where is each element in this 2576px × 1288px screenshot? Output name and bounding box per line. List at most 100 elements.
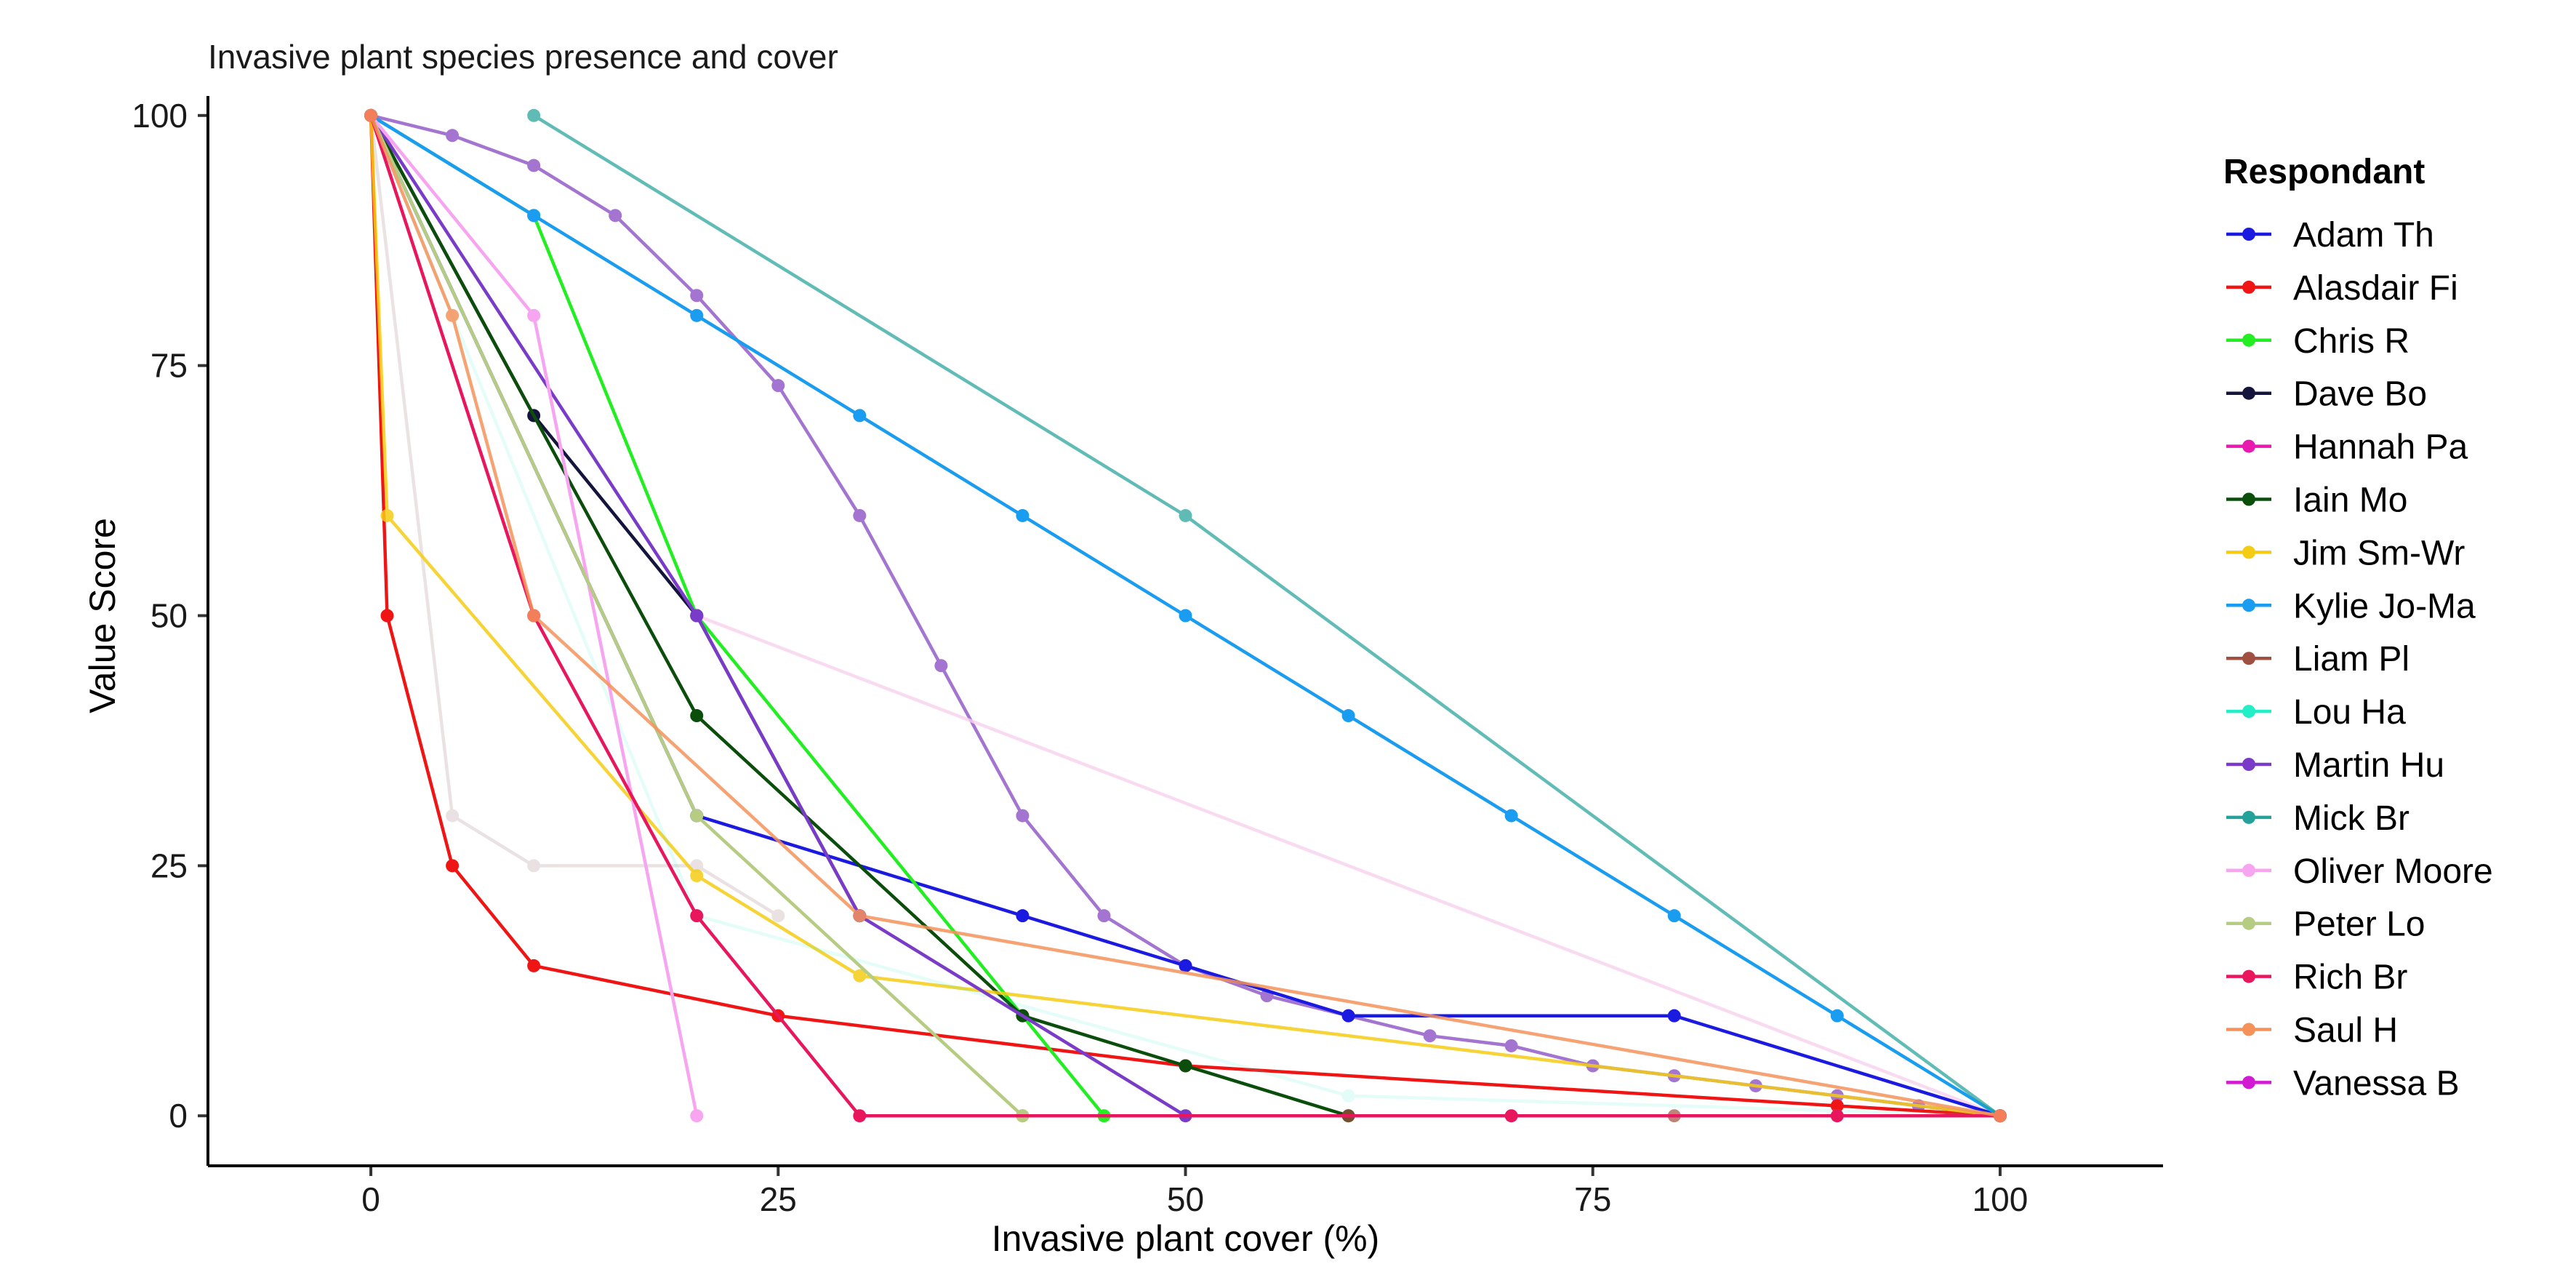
legend-item-dave-bo: Dave Bo — [2226, 375, 2427, 414]
adam-th-point — [1016, 909, 1030, 923]
rich-br-point — [1830, 1109, 1844, 1123]
oliver-moore-point — [690, 1109, 704, 1123]
saul-h-point — [853, 909, 867, 923]
legend-key-point — [2242, 280, 2255, 294]
y-tick-label: 100 — [132, 97, 188, 135]
faint-grey-line-point — [771, 909, 785, 923]
legend-label: Iain Mo — [2293, 481, 2407, 520]
saul-h-series — [364, 108, 2007, 1123]
kylie-jo-ma-point — [1504, 809, 1518, 823]
legend-label: Vanessa B — [2293, 1064, 2460, 1103]
legend-key-point — [2242, 599, 2255, 612]
x-tick-label: 75 — [1574, 1180, 1611, 1218]
lou-ha-point — [1341, 1089, 1355, 1103]
kylie-jo-ma-point — [1667, 909, 1681, 923]
martin-hu-point — [690, 609, 704, 623]
legend-key-point — [2242, 705, 2255, 719]
legend-key-point — [2242, 492, 2255, 506]
light-purple-curve-point — [771, 379, 785, 393]
legend-item-adam-th: Adam Th — [2226, 216, 2434, 255]
legend-label: Kylie Jo-Ma — [2293, 587, 2476, 625]
light-purple-curve-point — [934, 659, 948, 673]
legend-label: Hannah Pa — [2293, 428, 2468, 467]
kylie-jo-ma-point — [1341, 709, 1355, 723]
legend-key-point — [2242, 1076, 2255, 1089]
legend-item-lou-ha: Lou Ha — [2226, 693, 2406, 732]
legend-key-point — [2242, 386, 2255, 400]
legend-item-chris-r: Chris R — [2226, 322, 2410, 361]
faint-pink-line-series — [690, 609, 2007, 1123]
legend-item-rich-br: Rich Br — [2226, 959, 2407, 997]
jim-sm-wr-point — [380, 508, 394, 522]
legend-label: Martin Hu — [2293, 746, 2444, 785]
legend-item-hannah-pa: Hannah Pa — [2226, 428, 2468, 467]
legend-key-point — [2242, 333, 2255, 347]
legend-key-point — [2242, 810, 2255, 824]
legend-item-alasdair-fi: Alasdair Fi — [2226, 269, 2458, 308]
adam-th-point — [1341, 1009, 1355, 1023]
light-purple-curve-point — [1016, 809, 1030, 823]
faint-grey-line-point — [446, 809, 460, 823]
iain-mo-point — [1179, 1059, 1192, 1073]
legend-item-peter-lo: Peter Lo — [2226, 905, 2425, 944]
dave-bo-line — [369, 114, 862, 917]
alasdair-fi-line — [369, 115, 2001, 1118]
oliver-moore-point — [527, 308, 541, 322]
kylie-jo-ma-series — [364, 108, 2007, 1123]
legend-label: Saul H — [2293, 1012, 2398, 1050]
rich-br-point — [690, 909, 704, 923]
iain-mo-point — [690, 709, 704, 723]
y-tick-label: 0 — [169, 1097, 188, 1135]
mick-br-series — [527, 108, 2007, 1123]
kylie-jo-ma-point — [527, 209, 541, 223]
legend-key-point — [2242, 916, 2255, 930]
legend-label: Liam Pl — [2293, 640, 2410, 679]
legend-item-oliver-moore: Oliver Moore — [2226, 852, 2493, 891]
legend-item-kylie-jo-ma: Kylie Jo-Ma — [2226, 587, 2476, 625]
saul-h-point — [364, 108, 378, 122]
chris-r-series — [364, 108, 1111, 1123]
y-tick-label: 25 — [151, 847, 188, 884]
legend: Respondant Adam Th Alasdair Fi Chris R Dave… — [2223, 153, 2493, 1103]
legend-items: Adam Th Alasdair Fi Chris R Dave Bo Hannah P… — [2226, 216, 2493, 1103]
legend-item-saul-h: Saul H — [2226, 1012, 2398, 1050]
legend-label: Dave Bo — [2293, 375, 2427, 414]
legend-item-iain-mo: Iain Mo — [2226, 481, 2407, 520]
legend-key-point — [2242, 969, 2255, 983]
rich-br-point — [1504, 1109, 1518, 1123]
saul-h-point — [527, 609, 541, 623]
x-axis-ticks: 0 25 50 75 100 — [361, 1166, 2028, 1218]
y-axis-title: Value Score — [82, 518, 123, 713]
alasdair-fi-point — [380, 609, 394, 623]
light-purple-curve-point — [1423, 1029, 1437, 1043]
faint-grey-line-series — [364, 108, 785, 923]
legend-item-mick-br: Mick Br — [2226, 799, 2410, 838]
legend-label: Jim Sm-Wr — [2293, 534, 2465, 572]
light-purple-curve-point — [446, 129, 460, 143]
kylie-jo-ma-point — [1016, 508, 1030, 522]
legend-item-liam-pl: Liam Pl — [2226, 640, 2410, 679]
light-purple-curve-point — [527, 159, 541, 172]
kylie-jo-ma-point — [1179, 609, 1192, 623]
kylie-jo-ma-point — [1830, 1009, 1844, 1023]
kylie-jo-ma-point — [853, 409, 867, 423]
saul-h-point — [1993, 1109, 2007, 1123]
y-tick-label: 50 — [151, 597, 188, 635]
legend-label: Alasdair Fi — [2293, 269, 2458, 308]
legend-label: Rich Br — [2293, 959, 2407, 997]
y-tick-label: 75 — [151, 347, 188, 385]
legend-item-vanessa-b: Vanessa B — [2226, 1064, 2460, 1103]
alasdair-fi-point — [1830, 1099, 1844, 1113]
chart-title: Invasive plant species presence and cove… — [208, 38, 838, 76]
legend-label: Oliver Moore — [2293, 852, 2493, 891]
legend-item-jim-sm-wr: Jim Sm-Wr — [2226, 534, 2465, 572]
legend-key-point — [2242, 652, 2255, 665]
jim-sm-wr-point — [690, 869, 704, 883]
x-tick-label: 0 — [361, 1180, 380, 1218]
rich-br-point — [853, 1109, 867, 1123]
light-purple-curve-point — [1097, 909, 1111, 923]
x-tick-label: 50 — [1167, 1180, 1204, 1218]
kylie-jo-ma-point — [690, 308, 704, 322]
legend-label: Chris R — [2293, 322, 2410, 361]
